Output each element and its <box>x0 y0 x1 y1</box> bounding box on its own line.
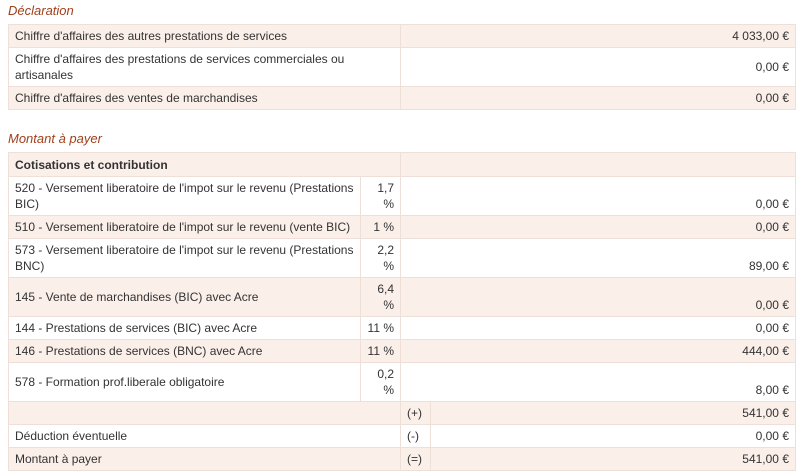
row: 144 - Prestations de services (BIC) avec… <box>8 316 796 340</box>
rate: 6,4 % <box>359 277 402 317</box>
label: Déduction éventuelle <box>7 424 402 448</box>
label: Chiffre d'affaires des prestations de se… <box>8 47 401 87</box>
amount: 0,00 € <box>400 277 796 317</box>
rate: 1,7 % <box>359 176 402 216</box>
page: Déclaration Chiffre d'affaires des autre… <box>7 3 796 471</box>
label <box>7 401 402 425</box>
label: 578 - Formation prof.liberale obligatoir… <box>8 362 361 402</box>
label: 146 - Prestations de services (BNC) avec… <box>8 339 361 363</box>
label: Chiffre d'affaires des ventes de marchan… <box>8 86 401 110</box>
amount: 8,00 € <box>400 362 796 402</box>
amount: 0,00 € <box>400 316 796 340</box>
row: 510 - Versement liberatoire de l'impot s… <box>8 215 796 239</box>
row: Chiffre d'affaires des ventes de marchan… <box>8 86 796 110</box>
label: Chiffre d'affaires des autres prestation… <box>8 24 401 48</box>
row: 145 - Vente de marchandises (BIC) avec A… <box>8 277 796 317</box>
total-row: (+) 541,00 € <box>7 401 796 425</box>
rate: 11 % <box>359 316 402 340</box>
amount: 4 033,00 € <box>400 24 796 48</box>
section-title: Déclaration <box>8 3 74 18</box>
sign: (=) <box>400 447 432 471</box>
label: Montant à payer <box>7 447 402 471</box>
amount: 0,00 € <box>400 86 796 110</box>
section-title: Montant à payer <box>8 131 102 146</box>
amount: 0,00 € <box>400 176 796 216</box>
total-row: Montant à payer (=) 541,00 € <box>7 447 796 471</box>
amount: 0,00 € <box>400 47 796 87</box>
sign: (-) <box>400 424 432 448</box>
amount: 444,00 € <box>400 339 796 363</box>
label: 520 - Versement liberatoire de l'impot s… <box>8 176 361 216</box>
rate: 1 % <box>359 215 402 239</box>
header: Cotisations et contribution <box>7 152 402 177</box>
row: 573 - Versement liberatoire de l'impot s… <box>8 238 796 278</box>
row: Chiffre d'affaires des autres prestation… <box>8 24 796 48</box>
label: 573 - Versement liberatoire de l'impot s… <box>8 238 361 278</box>
header-row: Cotisations et contribution <box>7 152 796 177</box>
row: Chiffre d'affaires des prestations de se… <box>8 47 796 87</box>
rate: 2,2 % <box>359 238 402 278</box>
declaration-table: Chiffre d'affaires des autres prestation… <box>8 24 796 110</box>
rate: 0,2 % <box>359 362 402 402</box>
label: 510 - Versement liberatoire de l'impot s… <box>8 215 361 239</box>
empty-cell <box>400 152 796 177</box>
amount: 0,00 € <box>400 215 796 239</box>
amount: 541,00 € <box>430 447 796 471</box>
sign: (+) <box>400 401 432 425</box>
label: 145 - Vente de marchandises (BIC) avec A… <box>8 277 361 317</box>
amount: 0,00 € <box>430 424 796 448</box>
label: 144 - Prestations de services (BIC) avec… <box>8 316 361 340</box>
row: 146 - Prestations de services (BNC) avec… <box>8 339 796 363</box>
amount: 89,00 € <box>400 238 796 278</box>
rate: 11 % <box>359 339 402 363</box>
row: 520 - Versement liberatoire de l'impot s… <box>8 176 796 216</box>
amount: 541,00 € <box>430 401 796 425</box>
total-row: Déduction éventuelle (-) 0,00 € <box>7 424 796 448</box>
row: 578 - Formation prof.liberale obligatoir… <box>8 362 796 402</box>
payment-table: Cotisations et contribution 520 - Verseme… <box>7 152 796 471</box>
